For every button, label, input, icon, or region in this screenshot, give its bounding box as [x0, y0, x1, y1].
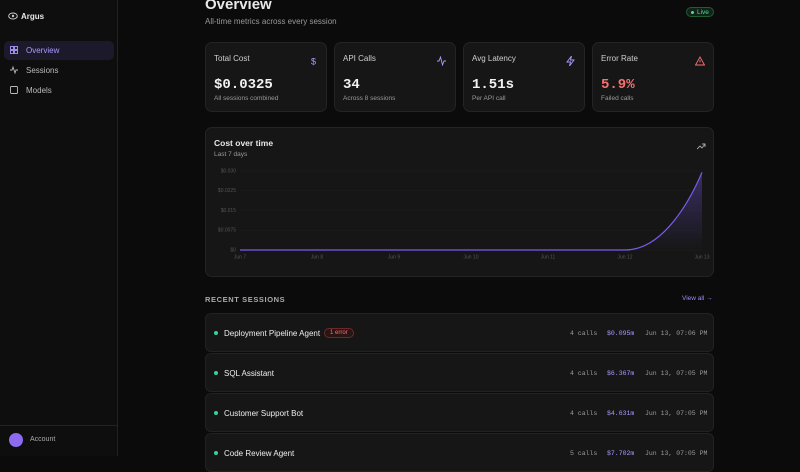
stat-value: $0.0325 — [214, 77, 273, 93]
chart-card: Cost over time Last 7 days — [205, 127, 714, 277]
status-dot — [214, 371, 218, 375]
stat-label: Total Cost — [214, 54, 250, 63]
session-name: SQL Assistant — [224, 369, 274, 378]
chart-title: Cost over time — [214, 138, 274, 148]
logo-icon — [8, 12, 18, 20]
session-name: Deployment Pipeline Agent — [224, 329, 321, 338]
svg-text:$: $ — [311, 56, 316, 66]
x-tick-label: Jun 10 — [463, 254, 478, 260]
session-row: Customer Support Bot 4 calls $4.631m Jun 13… — [205, 393, 714, 432]
nav-item[interactable]: Overview — [4, 41, 114, 60]
nav-item[interactable]: Models — [26, 86, 52, 95]
session-time: Jun 13, 07:05 PM — [645, 450, 708, 457]
nav-icons — [10, 46, 18, 94]
stat-note: All sessions combined — [214, 95, 279, 102]
stat-icon: $ — [308, 53, 318, 66]
x-tick-label: Jun 8 — [311, 254, 323, 260]
icon: $ — [311, 56, 316, 66]
y-tick-label: $0.0075 — [218, 228, 236, 234]
page-title: Overview — [205, 0, 272, 13]
cost-chart: $0 $0.0075 $0.015 $0.0225 $0.030 Jun 7 Jun 8 Ju… — [218, 168, 710, 260]
chart-subtitle: Last 7 days — [214, 151, 248, 158]
stat-value: 5.9% — [601, 77, 635, 93]
x-tick-label: Jun 13 — [694, 254, 709, 260]
icon — [437, 55, 446, 67]
icon — [694, 56, 706, 66]
sidebar: Argus Overview Sessions Models Account — [0, 0, 118, 456]
session-time: Jun 13, 07:05 PM — [645, 410, 708, 417]
status-dot — [214, 451, 218, 455]
page-subtitle: All-time metrics across every session — [205, 17, 337, 26]
stat-note: Failed calls — [601, 95, 634, 102]
trend-icon — [697, 143, 706, 150]
session-row: Deployment Pipeline Agent 1 error 4 calls $… — [205, 313, 714, 352]
icon — [566, 55, 575, 67]
stat-card: API Calls 34 Across 8 sessions — [334, 42, 456, 112]
session-cost: $7.702m — [607, 450, 635, 457]
session-name: Customer Support Bot — [224, 409, 304, 418]
nav-item[interactable]: Sessions — [26, 66, 59, 75]
y-tick-label: $0.0225 — [218, 188, 236, 194]
live-badge: Live — [686, 7, 714, 17]
brand: Argus — [21, 12, 45, 21]
stat-icon — [566, 53, 576, 67]
stat-note: Per API call — [472, 95, 506, 102]
stat-card: Total Cost $0.0325 All sessions combined $ — [205, 42, 327, 112]
y-tick-label: $0.015 — [221, 208, 237, 214]
line — [239, 172, 703, 251]
account[interactable]: Account — [30, 436, 56, 443]
x-tick-label: Jun 12 — [617, 254, 632, 260]
area — [240, 172, 702, 250]
session-row: Code Review Agent 5 calls $7.702m Jun 13, 0… — [205, 433, 714, 472]
stat-value: 1.51s — [472, 77, 515, 93]
dashboard: Argus Overview Sessions Models Account O… — [0, 0, 714, 472]
y-tick-label: $0 — [230, 247, 236, 253]
stat-icon — [437, 53, 447, 67]
x-tick-label: Jun 11 — [541, 254, 556, 260]
status-dot — [214, 411, 218, 415]
stat-icon — [694, 53, 706, 66]
stat-label: Avg Latency — [472, 54, 516, 63]
status-dot — [214, 331, 218, 335]
session-time: Jun 13, 07:06 PM — [645, 330, 708, 337]
stat-label: API Calls — [343, 54, 376, 63]
view-all[interactable]: View all → — [682, 295, 713, 302]
session-calls: 4 calls — [570, 370, 598, 377]
x-tick-label: Jun 7 — [234, 254, 246, 260]
stat-value: 34 — [343, 77, 360, 93]
session-name: Code Review Agent — [224, 449, 295, 458]
x-tick-label: Jun 9 — [388, 254, 400, 260]
section-title: RECENT SESSIONS — [205, 295, 286, 304]
session-cost: $0.095m — [607, 330, 635, 337]
stat-card: Avg Latency 1.51s Per API call — [463, 42, 585, 112]
session-cost: $6.367m — [607, 370, 635, 377]
session-calls: 4 calls — [570, 410, 598, 417]
stat-label: Error Rate — [601, 54, 638, 63]
session-calls: 4 calls — [570, 330, 598, 337]
stat-card: Error Rate 5.9% Failed calls — [592, 42, 714, 112]
avatar[interactable] — [9, 433, 23, 447]
error-badge: 1 error — [324, 328, 354, 338]
session-row: SQL Assistant 4 calls $6.367m Jun 13, 07:05… — [205, 353, 714, 392]
y-tick-label: $0.030 — [221, 168, 237, 174]
session-time: Jun 13, 07:05 PM — [645, 370, 708, 377]
session-cost: $4.631m — [607, 410, 635, 417]
live-text: Live — [697, 9, 709, 16]
stat-note: Across 8 sessions — [343, 95, 396, 102]
session-calls: 5 calls — [570, 450, 598, 457]
